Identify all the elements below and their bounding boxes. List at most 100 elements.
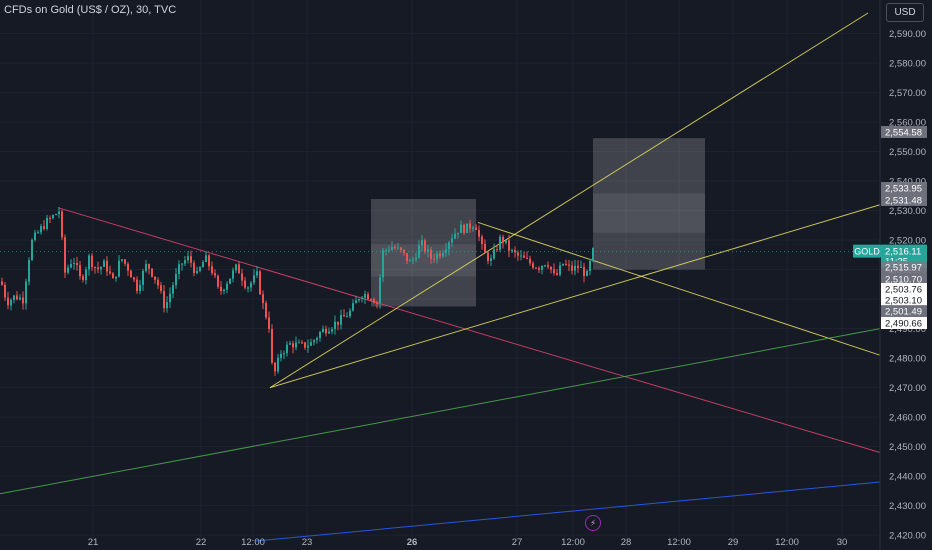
candle-body xyxy=(64,237,66,273)
trendline-blue[interactable] xyxy=(255,481,881,542)
candle-body xyxy=(478,229,480,237)
candle-body xyxy=(442,252,444,257)
candle-body xyxy=(40,226,42,233)
price-tag xyxy=(881,261,927,273)
candle-body xyxy=(319,332,321,339)
trendline-yellow[interactable] xyxy=(269,204,881,389)
candle-body xyxy=(469,223,471,229)
candle-body xyxy=(169,293,171,303)
candle-body xyxy=(466,223,468,233)
candle-body xyxy=(223,289,225,292)
price-tick-label: 2,530.00 xyxy=(889,206,926,217)
lightning-event-icon[interactable]: ⚡ xyxy=(585,515,601,531)
time-tick-label: 21 xyxy=(88,537,99,548)
price-tick-label: 2,570.00 xyxy=(889,88,926,99)
price-tag-value: 2,501.49 xyxy=(885,307,922,318)
candle-body xyxy=(520,255,522,257)
price-tag-value: 2,515.97 xyxy=(885,263,922,274)
candle-body xyxy=(181,263,183,265)
price-tick-label: 2,440.00 xyxy=(889,472,926,483)
candle-body xyxy=(316,338,318,341)
time-tick-label: 22 xyxy=(196,537,207,548)
candle-body xyxy=(454,233,456,239)
price-tag xyxy=(881,126,927,138)
price-tag-value: 2,554.58 xyxy=(885,128,922,139)
candle-body xyxy=(157,279,159,286)
candle-body xyxy=(361,297,363,300)
candle-body xyxy=(73,262,75,264)
candle-body xyxy=(211,266,213,274)
candle-body xyxy=(577,265,579,269)
candle-body xyxy=(541,265,543,270)
candle-body xyxy=(274,362,276,372)
candle-body xyxy=(328,331,330,334)
candle-body xyxy=(94,266,96,268)
candle-body xyxy=(70,263,72,268)
candle-body xyxy=(421,240,423,246)
price-tick-label: 2,550.00 xyxy=(889,147,926,158)
candle-body xyxy=(244,280,246,288)
candle-body xyxy=(391,246,393,250)
trendline-yellow[interactable] xyxy=(269,12,869,389)
candle-body xyxy=(289,343,291,345)
price-tag xyxy=(881,305,927,317)
candle-body xyxy=(58,211,60,215)
candle-body xyxy=(559,265,561,275)
candle-body xyxy=(544,265,546,267)
candle-body xyxy=(508,240,510,251)
candle-body xyxy=(160,285,162,291)
trendline-pink[interactable] xyxy=(57,207,881,453)
time-axis[interactable]: 21 22 12:00 23 26 27 12:00 28 12:00 29 12:00 30 xyxy=(88,537,848,548)
candle-body xyxy=(493,249,495,259)
candle-body xyxy=(580,266,582,269)
candle-body xyxy=(1,281,3,285)
candle-body xyxy=(154,276,156,280)
candle-body xyxy=(592,247,594,262)
candle-body xyxy=(103,260,105,267)
symbol-badge-label: GOLD xyxy=(854,247,880,257)
price-tick-label: 2,520.00 xyxy=(889,236,926,247)
candle-body xyxy=(409,260,411,262)
candle-body xyxy=(190,256,192,263)
candle-body xyxy=(61,211,63,238)
candle-body xyxy=(550,266,552,270)
candle-body xyxy=(121,259,123,261)
candle-body xyxy=(13,295,15,300)
trendline-yellow[interactable] xyxy=(477,221,881,356)
candle-body xyxy=(355,300,357,304)
candle-body xyxy=(337,321,339,325)
trendline-green[interactable] xyxy=(0,328,881,495)
candle-body xyxy=(532,263,534,268)
candle-body xyxy=(565,263,567,265)
candle-body xyxy=(124,259,126,264)
candle-body xyxy=(499,236,501,250)
candle-body xyxy=(268,317,270,329)
candle-body xyxy=(112,273,114,279)
candle-body xyxy=(412,259,414,261)
candle-body xyxy=(463,224,465,233)
candle-body xyxy=(238,264,240,274)
candle-body xyxy=(514,250,516,253)
time-tick-label: 12:00 xyxy=(561,537,585,548)
candle-body xyxy=(301,342,303,344)
candle-body xyxy=(4,284,6,298)
candle-body xyxy=(283,353,285,355)
candle-body xyxy=(364,294,366,298)
candle-body xyxy=(247,287,249,289)
candle-body xyxy=(538,267,540,270)
currency-button[interactable]: USD xyxy=(886,3,924,22)
candle-body xyxy=(439,253,441,257)
trendlines[interactable] xyxy=(0,12,881,542)
candle-body xyxy=(235,264,237,271)
candle-body xyxy=(256,271,258,276)
candle-body xyxy=(571,265,573,271)
price-tick-label: 2,470.00 xyxy=(889,383,926,394)
candle-body xyxy=(277,357,279,372)
candle-body xyxy=(526,257,528,259)
candle-body xyxy=(376,302,378,304)
candle-body xyxy=(547,265,549,267)
candle-body xyxy=(295,342,297,348)
time-tick-label: 23 xyxy=(302,537,313,548)
candle-body xyxy=(292,343,294,348)
